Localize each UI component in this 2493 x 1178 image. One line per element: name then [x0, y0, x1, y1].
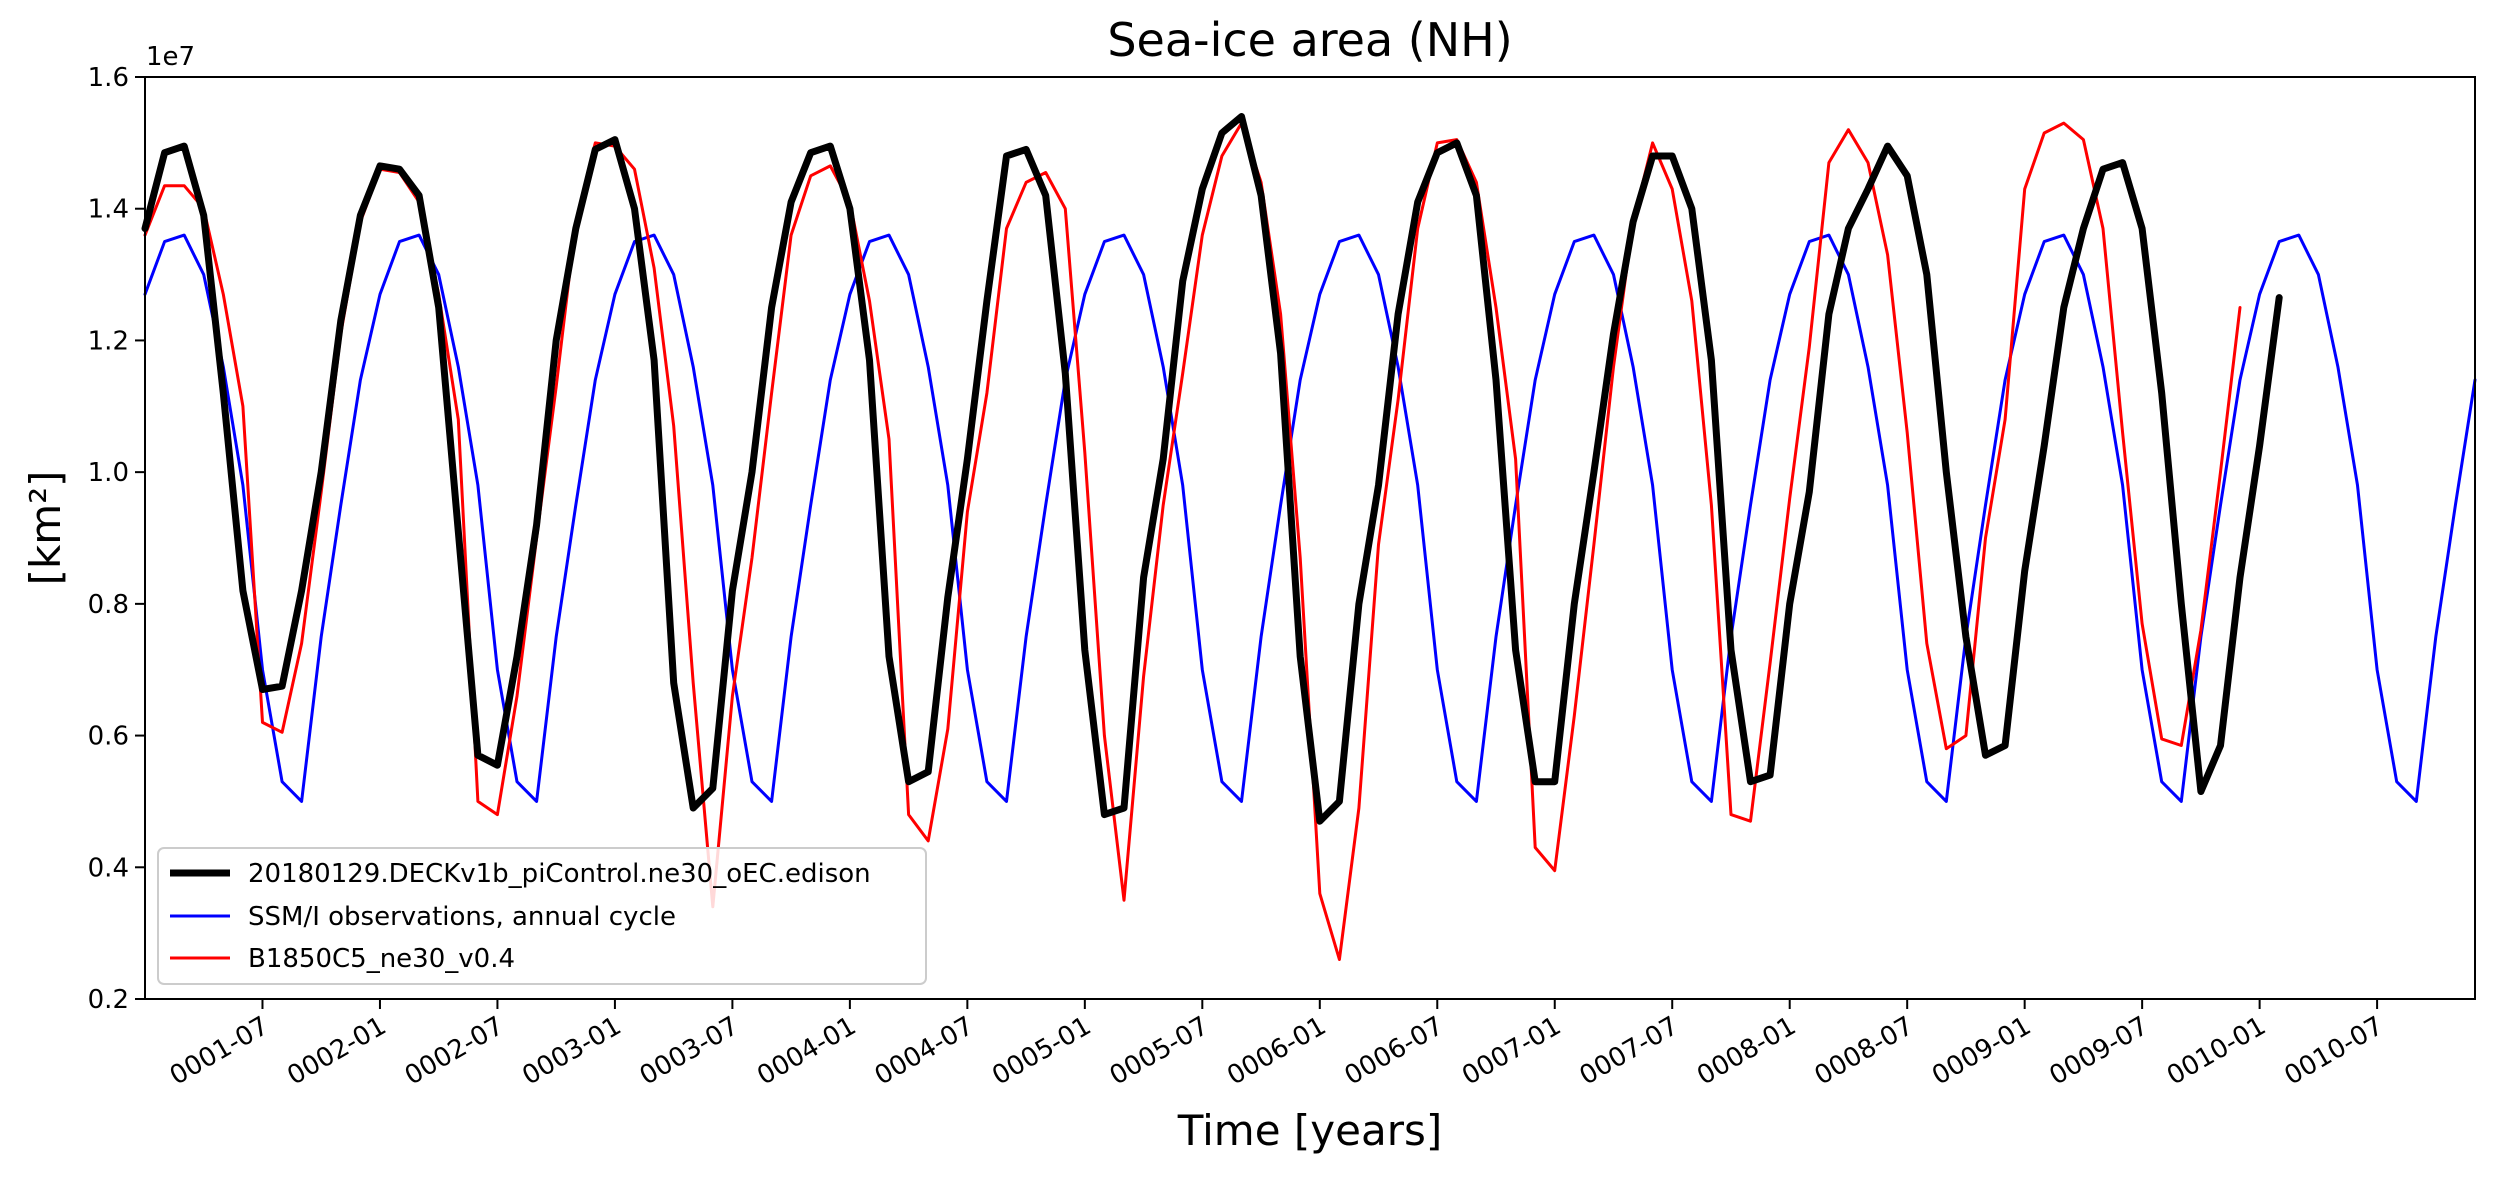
x-axis-label: Time [years]	[1177, 1106, 1443, 1155]
y-offset-label: 1e7	[146, 42, 195, 72]
x-tick-label: 0002-07	[400, 1011, 509, 1091]
y-tick-label: 1.0	[88, 458, 129, 488]
series-line-ssmi	[143, 233, 2477, 803]
x-tick-label: 0005-07	[1105, 1011, 1214, 1091]
y-tick-label: 1.6	[88, 63, 129, 93]
legend-label-ssmi: SSM/I observations, annual cycle	[248, 902, 676, 932]
x-tick-label: 0006-07	[1340, 1011, 1449, 1091]
x-tick-label: 0003-07	[635, 1011, 744, 1091]
x-tick-label: 0010-07	[2280, 1011, 2389, 1091]
y-axis: 0.2 0.4 0.6 0.8 1.0 1.2 1.4 1.6	[88, 63, 145, 1015]
series-line-picontrol	[141, 113, 2283, 825]
x-axis: 0001-07 0002-01 0002-07 0003-01 0003-07 0004-…	[165, 999, 2389, 1091]
y-tick-label: 1.4	[88, 195, 129, 225]
chart-title: Sea-ice area (NH)	[1107, 13, 1512, 67]
x-tick-label: 0003-01	[517, 1011, 626, 1091]
x-tick-label: 0006-01	[1222, 1011, 1331, 1091]
x-tick-label: 0007-01	[1457, 1011, 1566, 1091]
y-axis-label: [km²]	[21, 471, 70, 586]
x-tick-label: 0005-01	[987, 1011, 1096, 1091]
plot-frame	[144, 76, 2476, 1000]
legend-label-piControl: 20180129.DECKv1b_piControl.ne30_oEC.edis…	[248, 859, 871, 889]
x-tick-label: 0004-01	[752, 1011, 861, 1091]
x-tick-label: 0009-01	[1927, 1011, 2036, 1091]
x-tick-label: 0008-01	[1692, 1011, 1801, 1091]
series-line-b1850	[143, 121, 2242, 961]
x-tick-label: 0010-01	[2162, 1011, 2271, 1091]
legend-label-b1850: B1850C5_ne30_v0.4	[248, 944, 515, 974]
y-tick-label: 1.2	[88, 326, 129, 356]
x-tick-label: 0002-01	[282, 1011, 391, 1091]
legend-box	[157, 847, 927, 985]
x-tick-label: 0009-07	[2045, 1011, 2154, 1091]
y-tick-label: 0.8	[88, 590, 129, 620]
y-tick-label: 0.4	[88, 853, 129, 883]
legend: 20180129.DECKv1b_piControl.ne30_oEC.edis…	[157, 847, 927, 985]
y-tick-label: 0.6	[88, 722, 129, 752]
x-tick-label: 0001-07	[165, 1011, 274, 1091]
y-tick-label: 0.2	[88, 985, 129, 1015]
x-tick-label: 0007-07	[1575, 1011, 1684, 1091]
x-tick-label: 0004-07	[870, 1011, 979, 1091]
x-tick-label: 0008-07	[1810, 1011, 1919, 1091]
series-layer	[141, 113, 2477, 961]
